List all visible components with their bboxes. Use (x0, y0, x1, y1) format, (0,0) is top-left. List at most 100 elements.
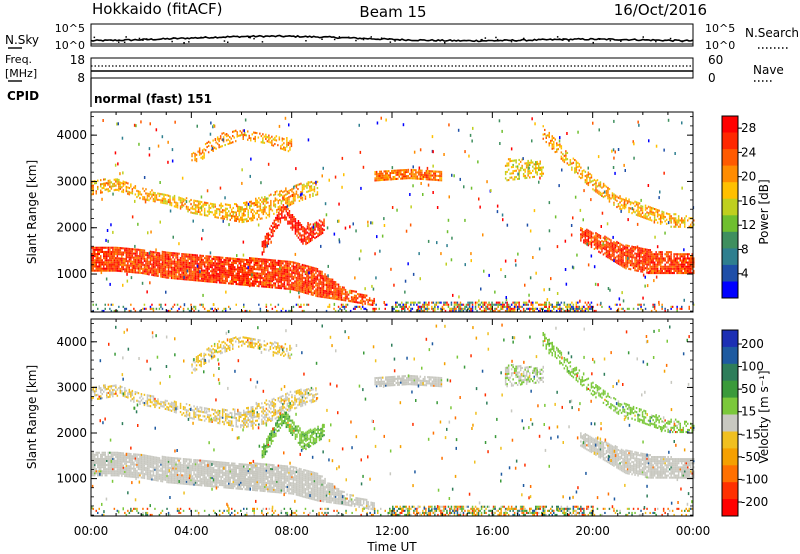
power-cell (136, 189, 138, 192)
power-cell (221, 281, 224, 284)
power-cell (614, 258, 617, 261)
power-cell (643, 268, 645, 271)
power-cell (650, 206, 653, 209)
power-cell (194, 204, 197, 207)
power-cell (355, 301, 357, 304)
power-cell (200, 152, 202, 155)
power-cell (215, 262, 218, 265)
power-cell (602, 247, 605, 250)
power-cell (222, 136, 225, 139)
power-cell (283, 279, 286, 282)
power-cell (220, 269, 222, 272)
power-cell (148, 262, 150, 265)
power-cell (247, 130, 249, 133)
power-cell (673, 213, 675, 216)
power-cell (270, 235, 273, 238)
power-cell (625, 250, 627, 253)
power-cell (647, 267, 650, 270)
power-cell (634, 258, 636, 261)
power-cell (650, 213, 653, 216)
power-cell (328, 296, 331, 299)
power-cell (687, 272, 689, 275)
power-cell (529, 307, 531, 310)
power-cell (599, 247, 602, 250)
power-cell (224, 269, 227, 272)
power-cell (622, 257, 624, 260)
power-cell (212, 262, 215, 265)
power-cell (202, 263, 204, 266)
power-cell (268, 281, 271, 284)
power-cell (115, 257, 117, 260)
power-cell (489, 307, 492, 310)
power-cell (668, 269, 671, 272)
power-cell (483, 303, 486, 306)
power-cell (679, 255, 681, 258)
power-cell (403, 169, 405, 172)
power-cell (548, 309, 550, 312)
power-cell (178, 277, 180, 280)
power-cell (375, 170, 378, 173)
power-cell (592, 179, 594, 182)
power-cell (241, 281, 243, 284)
power-cell (280, 270, 283, 273)
power-cell (169, 274, 171, 277)
power-cell (95, 261, 97, 264)
power-cell (270, 284, 272, 287)
power-cell (295, 276, 298, 279)
power-cell (532, 165, 534, 168)
power-cell (494, 303, 496, 306)
power-cell (306, 277, 308, 280)
power-cell (197, 210, 200, 213)
power-cell (223, 275, 225, 278)
power-cell (638, 212, 641, 215)
power-cell (179, 273, 182, 276)
power-cell (282, 268, 284, 271)
power-cell (622, 307, 624, 310)
power-cell (485, 305, 487, 308)
power-cell (127, 268, 129, 271)
power-cell (259, 278, 262, 281)
nsky-panel: N.Sky 10^5 10^0 10^5 10^0 N.Search (5, 22, 799, 52)
power-cell (238, 268, 240, 271)
power-cell (665, 267, 668, 270)
power-cell (139, 253, 141, 256)
power-cell (518, 163, 520, 166)
power-cell (556, 144, 558, 147)
power-cell (504, 173, 507, 176)
power-cell (272, 234, 274, 237)
power-cell (149, 269, 152, 272)
power-cell (629, 264, 632, 267)
power-cell (596, 179, 599, 182)
power-cell (512, 163, 514, 166)
power-cell (653, 263, 656, 266)
freq-tick-top: 18 (70, 53, 85, 67)
power-cell (241, 131, 243, 134)
power-cell (130, 262, 132, 265)
power-cell (134, 250, 137, 253)
power-cell (137, 248, 140, 251)
power-cell (264, 271, 266, 274)
power-cell (640, 251, 642, 254)
power-cell (97, 246, 99, 249)
power-cell (361, 303, 364, 306)
power-cell (258, 201, 260, 204)
power-cell (113, 253, 116, 256)
power-cell (425, 303, 427, 306)
power-cell (203, 273, 206, 276)
power-cell (139, 190, 141, 193)
power-cell (125, 307, 128, 310)
power-cell (608, 248, 611, 251)
power-cell (184, 259, 186, 262)
power-cell (205, 255, 207, 258)
power-cell (404, 309, 406, 312)
power-cell (670, 253, 672, 256)
power-cell (112, 248, 114, 251)
power-cell (223, 307, 225, 310)
power-cell (121, 263, 123, 266)
power-cell (426, 309, 429, 312)
power-cell (268, 136, 270, 139)
power-cell (407, 175, 410, 178)
power-cell (631, 212, 633, 215)
power-cell (306, 265, 308, 268)
power-cell (277, 282, 280, 285)
